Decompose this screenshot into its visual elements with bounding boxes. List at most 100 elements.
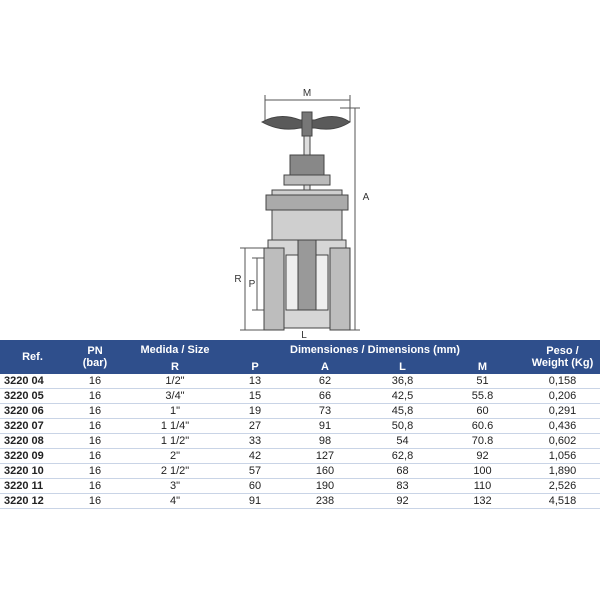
table-cell: 2,526: [525, 478, 600, 494]
header-line: (bar): [82, 357, 108, 369]
table-row: 3220 10 16 2 1/2" 57 160 68 100 1,890: [0, 463, 600, 479]
table-cell: 55.8: [440, 388, 525, 404]
table-cell: 1 1/2": [125, 433, 225, 449]
table-row: 3220 04 16 1/2" 13 62 36,8 51 0,158: [0, 374, 600, 389]
table-cell: 16: [65, 388, 125, 404]
table-cell: 127: [285, 448, 365, 464]
table-cell: 27: [225, 418, 285, 434]
table-cell: 2": [125, 448, 225, 464]
table-row: 3220 05 16 3/4" 15 66 42,5 55.8 0,206: [0, 388, 600, 404]
dim-label: A: [363, 192, 370, 203]
table-cell: 50,8: [365, 418, 440, 434]
table-row: 3220 11 16 3" 60 190 83 110 2,526: [0, 478, 600, 494]
table-cell: 62: [285, 374, 365, 389]
ref-cell: 3220 04: [0, 374, 65, 389]
table-cell: 57: [225, 463, 285, 479]
table-cell: 68: [365, 463, 440, 479]
table-cell: 3": [125, 478, 225, 494]
table-cell: 0,206: [525, 388, 600, 404]
header-row: Ref. PN (bar) Medida / Size Dimensiones / Di…: [0, 340, 600, 374]
table-cell: 60.6: [440, 418, 525, 434]
table-cell: 60: [440, 403, 525, 419]
table-cell: 190: [285, 478, 365, 494]
table-cell: 1,890: [525, 463, 600, 479]
table-cell: 16: [65, 448, 125, 464]
header-cell: P: [225, 360, 285, 374]
table-row: 3220 06 16 1" 19 73 45,8 60 0,291: [0, 403, 600, 419]
table-cell: 0,602: [525, 433, 600, 449]
valve-drawing: M A R P L: [234, 88, 370, 340]
table-cell: 42,5: [365, 388, 440, 404]
ref-cell: 3220 07: [0, 418, 65, 434]
header-cell: Medida / Size: [125, 340, 225, 360]
table-cell: 16: [65, 478, 125, 494]
table-cell: 91: [225, 493, 285, 509]
header-cell: Dimensiones / Dimensions (mm): [225, 340, 525, 360]
table-cell: 132: [440, 493, 525, 509]
table-cell: 2 1/2": [125, 463, 225, 479]
valve: [260, 111, 351, 331]
dim-label: M: [303, 88, 311, 99]
table-cell: 100: [440, 463, 525, 479]
dim-label: P: [249, 279, 256, 290]
table-cell: 36,8: [365, 374, 440, 389]
table-cell: 1/2": [125, 374, 225, 389]
spec-table: Ref. PN (bar) Medida / Size Dimensiones / Di…: [0, 340, 600, 509]
table-row: 3220 08 16 1 1/2" 33 98 54 70.8 0,602: [0, 433, 600, 449]
table-row: 3220 07 16 1 1/4" 27 91 50,8 60.6 0,436: [0, 418, 600, 434]
table-cell: 3/4": [125, 388, 225, 404]
table-cell: 4,518: [525, 493, 600, 509]
table-cell: 16: [65, 374, 125, 389]
table-cell: 83: [365, 478, 440, 494]
table-cell: 16: [65, 418, 125, 434]
table-cell: 45,8: [365, 403, 440, 419]
ref-cell: 3220 11: [0, 478, 65, 494]
header-line: PN: [87, 345, 103, 357]
table-cell: 91: [285, 418, 365, 434]
ref-cell: 3220 06: [0, 403, 65, 419]
table-row: 3220 12 16 4" 91 238 92 132 4,518: [0, 493, 600, 509]
table-cell: 0,436: [525, 418, 600, 434]
header-line: Weight (Kg): [531, 357, 594, 369]
ref-cell: 3220 05: [0, 388, 65, 404]
header-cell: PN (bar): [65, 340, 125, 374]
table-cell: 16: [65, 463, 125, 479]
ref-cell: 3220 09: [0, 448, 65, 464]
table-cell: 42: [225, 448, 285, 464]
table-cell: 16: [65, 403, 125, 419]
table-cell: 98: [285, 433, 365, 449]
ref-cell: 3220 08: [0, 433, 65, 449]
table-cell: 51: [440, 374, 525, 389]
table-cell: 1": [125, 403, 225, 419]
table-cell: 60: [225, 478, 285, 494]
header-cell: A: [285, 360, 365, 374]
dim-label: L: [301, 330, 307, 340]
table-cell: 0,158: [525, 374, 600, 389]
header-line: Peso /: [546, 345, 579, 357]
table-cell: 54: [365, 433, 440, 449]
table-cell: 13: [225, 374, 285, 389]
table-cell: 110: [440, 478, 525, 494]
table-cell: 92: [440, 448, 525, 464]
table-cell: 15: [225, 388, 285, 404]
table-cell: 16: [65, 493, 125, 509]
table-cell: 73: [285, 403, 365, 419]
table-cell: 62,8: [365, 448, 440, 464]
header-cell: M: [440, 360, 525, 374]
header-cell: L: [365, 360, 440, 374]
header-cell: R: [125, 360, 225, 374]
table-cell: 92: [365, 493, 440, 509]
table-cell: 1,056: [525, 448, 600, 464]
table-cell: 0,291: [525, 403, 600, 419]
table-cell: 160: [285, 463, 365, 479]
table-cell: 66: [285, 388, 365, 404]
header-cell: Ref.: [0, 340, 65, 374]
dim-label: R: [234, 274, 241, 285]
table-cell: 19: [225, 403, 285, 419]
table-cell: 16: [65, 433, 125, 449]
table-cell: 33: [225, 433, 285, 449]
table-cell: 70.8: [440, 433, 525, 449]
header-cell: Peso / Weight (Kg): [525, 340, 600, 374]
